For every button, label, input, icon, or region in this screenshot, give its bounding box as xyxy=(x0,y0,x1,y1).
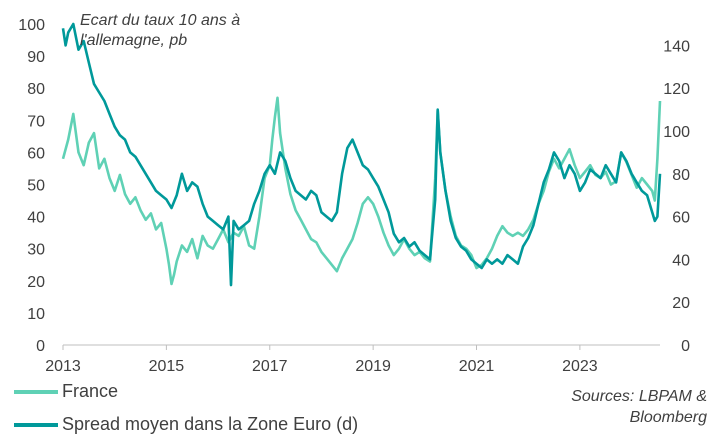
x-tick-label: 2021 xyxy=(459,358,495,375)
y-left-tick-label: 60 xyxy=(27,145,45,162)
x-tick-label: 2023 xyxy=(562,358,598,375)
y-right-tick-label: 20 xyxy=(672,295,690,312)
series-line-spread xyxy=(61,22,662,287)
legend-label-france: France xyxy=(62,381,119,401)
chart-title-line-2: l'allemagne, pb xyxy=(80,32,187,49)
y-left-tick-label: 20 xyxy=(27,274,45,291)
y-right-tick-label: 0 xyxy=(681,338,690,355)
x-tick-label: 2017 xyxy=(252,358,288,375)
y-left-tick-label: 50 xyxy=(27,178,45,195)
y-right-tick-label: 80 xyxy=(672,167,690,184)
y-right-tick-label: 100 xyxy=(663,124,690,141)
y-left-tick-label: 80 xyxy=(27,81,45,98)
x-tick-label: 2015 xyxy=(149,358,185,375)
chart-series-layer xyxy=(61,22,662,287)
y-right-tick-label: 40 xyxy=(672,252,690,269)
y-right-tick-label: 120 xyxy=(663,81,690,98)
y-left-tick-label: 90 xyxy=(27,49,45,66)
legend-label-spread: Spread moyen dans la Zone Euro (d) xyxy=(62,414,359,434)
legend-item-spread: Spread moyen dans la Zone Euro (d) xyxy=(14,414,358,435)
y-left-tick-label: 10 xyxy=(27,306,45,323)
y-left-tick-label: 70 xyxy=(27,113,45,130)
y-left-tick-label: 100 xyxy=(18,17,45,34)
legend-swatch-france xyxy=(14,389,58,394)
chart-axes: 2013 2015 2017 2019 2021 2023 0 10 20 30 40 50 60 70 8… xyxy=(18,17,690,375)
y-left-tick-label: 30 xyxy=(27,242,45,259)
source-note: Sources: LBPAM & Bloomberg xyxy=(507,386,707,428)
y-right-tick-label: 140 xyxy=(663,38,690,55)
series-line-france xyxy=(61,96,662,286)
y-left-tick-label: 40 xyxy=(27,210,45,227)
legend-swatch-spread xyxy=(14,422,58,427)
x-tick-label: 2019 xyxy=(355,358,391,375)
y-left-tick-label: 0 xyxy=(36,338,45,355)
x-tick-label: 2013 xyxy=(45,358,81,375)
y-right-tick-label: 60 xyxy=(672,210,690,227)
source-line-2: Bloomberg xyxy=(629,409,707,426)
chart-title-line-1: Ecart du taux 10 ans à xyxy=(80,12,240,29)
source-line-1: Sources: LBPAM & xyxy=(571,388,707,405)
legend-item-france: France xyxy=(14,381,118,402)
